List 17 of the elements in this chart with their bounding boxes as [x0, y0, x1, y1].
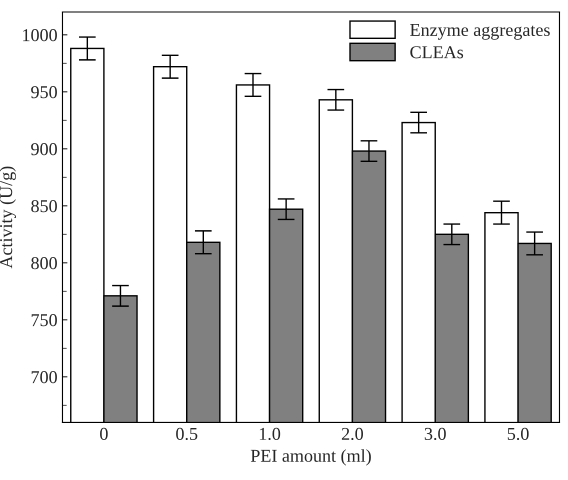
y-tick-label: 950	[31, 86, 57, 98]
x-tick-label: 0	[100, 428, 108, 440]
y-tick-label: 850	[31, 200, 57, 212]
x-tick-label: 3.0	[424, 428, 446, 440]
y-tick-label: 800	[31, 257, 57, 270]
y-tick-label: 900	[31, 143, 57, 156]
y-tick-label: 1000	[23, 29, 57, 42]
legend-label: Enzyme aggregates	[410, 24, 550, 40]
legend-label: CLEAs	[410, 46, 464, 58]
x-tick-label: 0.5	[176, 428, 198, 440]
y-tick-label: 700	[32, 371, 57, 384]
x-tick-label: 2.0	[342, 428, 363, 440]
x-tick-label: 5.0	[508, 428, 529, 440]
x-axis-title: PEI amount (ml)	[250, 449, 371, 466]
y-tick-label: 750	[32, 314, 57, 326]
x-tick-label: 1.0	[260, 428, 280, 440]
y-axis-title: Activity (U/g)	[0, 166, 16, 268]
